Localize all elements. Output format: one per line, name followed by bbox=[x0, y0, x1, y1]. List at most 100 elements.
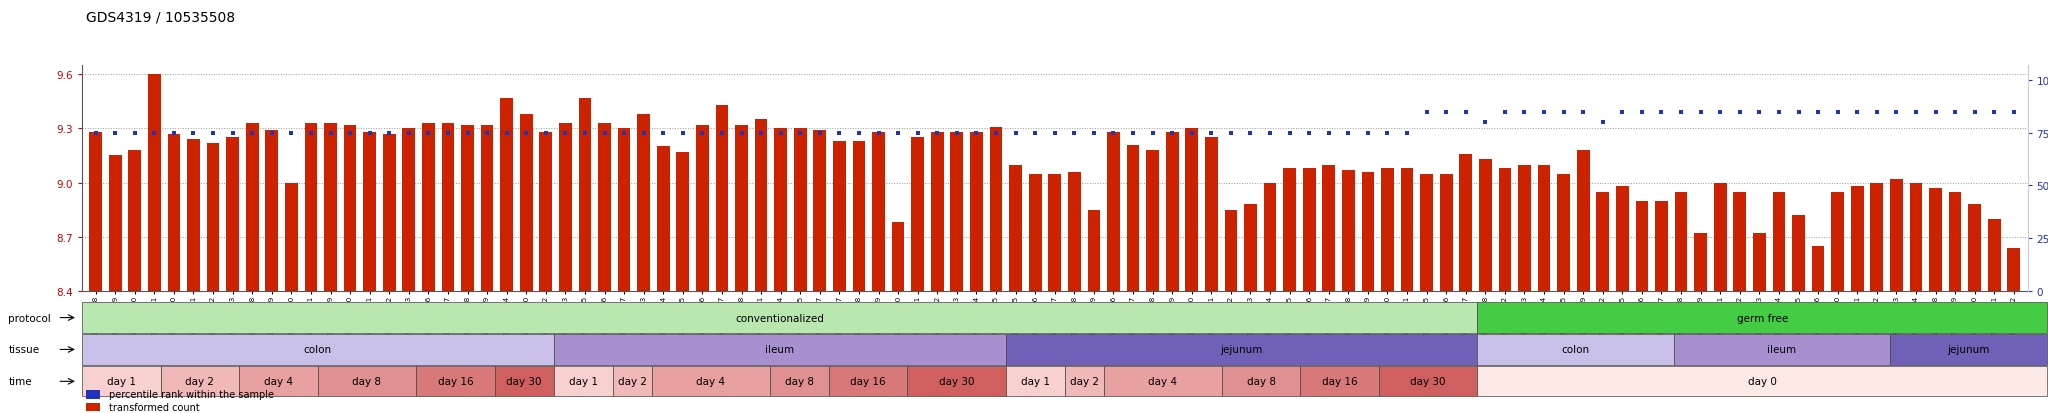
Bar bbox=[1556, 174, 1571, 291]
Text: day 4: day 4 bbox=[1149, 376, 1178, 387]
Bar bbox=[1362, 172, 1374, 291]
Bar bbox=[598, 124, 610, 291]
Text: germ free: germ free bbox=[1737, 313, 1788, 323]
Point bbox=[1176, 130, 1208, 137]
Point bbox=[1450, 109, 1483, 116]
Point bbox=[1468, 120, 1501, 126]
Bar bbox=[1733, 192, 1747, 291]
Bar bbox=[696, 126, 709, 291]
Bar bbox=[1538, 165, 1550, 291]
Bar bbox=[1243, 205, 1257, 291]
Point bbox=[1919, 109, 1952, 116]
Bar bbox=[1479, 160, 1491, 291]
Point bbox=[901, 130, 934, 137]
Text: jejunum: jejunum bbox=[1948, 344, 1991, 355]
Point bbox=[1194, 130, 1227, 137]
Bar bbox=[383, 135, 395, 291]
Bar bbox=[225, 138, 240, 291]
Point bbox=[883, 130, 915, 137]
Point bbox=[1098, 130, 1130, 137]
Point bbox=[588, 130, 621, 137]
Point bbox=[1743, 109, 1776, 116]
Point bbox=[979, 130, 1012, 137]
Bar bbox=[2007, 248, 2019, 291]
Point bbox=[1978, 109, 2011, 116]
Bar bbox=[1812, 246, 1825, 291]
Text: day 0: day 0 bbox=[1747, 376, 1778, 387]
Point bbox=[137, 130, 170, 137]
Point bbox=[764, 130, 797, 137]
Text: day 2: day 2 bbox=[184, 376, 215, 387]
Point bbox=[1587, 120, 1620, 126]
Bar bbox=[481, 126, 494, 291]
Bar bbox=[1870, 183, 1884, 291]
Bar bbox=[539, 133, 553, 291]
Point bbox=[745, 130, 778, 137]
Point bbox=[961, 130, 993, 137]
Point bbox=[1939, 109, 1972, 116]
Point bbox=[80, 130, 113, 137]
Point bbox=[803, 130, 836, 137]
Text: day 4: day 4 bbox=[696, 376, 725, 387]
Text: day 1: day 1 bbox=[1020, 376, 1049, 387]
Bar bbox=[1147, 151, 1159, 291]
Bar bbox=[715, 106, 729, 291]
Bar bbox=[1831, 192, 1843, 291]
Text: colon: colon bbox=[303, 344, 332, 355]
Bar bbox=[1126, 145, 1139, 291]
Bar bbox=[1968, 205, 1980, 291]
Bar bbox=[1165, 133, 1178, 291]
Point bbox=[1704, 109, 1737, 116]
Text: day 8: day 8 bbox=[784, 376, 813, 387]
Point bbox=[1253, 130, 1286, 137]
Bar bbox=[735, 126, 748, 291]
Bar bbox=[1225, 210, 1237, 291]
Bar bbox=[90, 133, 102, 291]
Bar bbox=[950, 133, 963, 291]
Point bbox=[1214, 130, 1247, 137]
Text: day 16: day 16 bbox=[850, 376, 887, 387]
Point bbox=[1626, 109, 1659, 116]
Text: day 30: day 30 bbox=[938, 376, 975, 387]
Point bbox=[274, 130, 307, 137]
Bar bbox=[1753, 233, 1765, 291]
Point bbox=[393, 130, 426, 137]
Point bbox=[647, 130, 680, 137]
Text: tissue: tissue bbox=[8, 344, 39, 355]
Bar bbox=[1460, 154, 1473, 291]
Bar bbox=[1264, 183, 1276, 291]
Bar bbox=[1186, 129, 1198, 291]
Text: GDS4319 / 10535508: GDS4319 / 10535508 bbox=[86, 10, 236, 24]
Bar bbox=[1401, 169, 1413, 291]
Text: day 30: day 30 bbox=[1411, 376, 1446, 387]
Point bbox=[1606, 109, 1638, 116]
Bar bbox=[795, 129, 807, 291]
Point bbox=[1370, 130, 1403, 137]
Bar bbox=[1950, 192, 1962, 291]
Point bbox=[1841, 109, 1874, 116]
Point bbox=[334, 130, 367, 137]
Bar bbox=[676, 152, 690, 291]
Bar bbox=[1792, 216, 1804, 291]
Text: time: time bbox=[8, 376, 33, 387]
Bar bbox=[1380, 169, 1395, 291]
Point bbox=[1352, 130, 1384, 137]
Bar bbox=[872, 133, 885, 291]
Point bbox=[1137, 130, 1169, 137]
Point bbox=[1235, 130, 1268, 137]
Point bbox=[510, 130, 543, 137]
Point bbox=[1683, 109, 1716, 116]
Bar bbox=[774, 129, 786, 291]
Point bbox=[295, 130, 328, 137]
Point bbox=[1313, 130, 1346, 137]
Text: conventionalized: conventionalized bbox=[735, 313, 823, 323]
Point bbox=[1546, 109, 1579, 116]
Point bbox=[471, 130, 504, 137]
Bar bbox=[813, 131, 825, 291]
Bar bbox=[852, 142, 866, 291]
Point bbox=[608, 130, 641, 137]
Bar bbox=[1909, 183, 1923, 291]
Point bbox=[1567, 109, 1599, 116]
Text: day 2: day 2 bbox=[1069, 376, 1098, 387]
Bar bbox=[403, 129, 416, 291]
